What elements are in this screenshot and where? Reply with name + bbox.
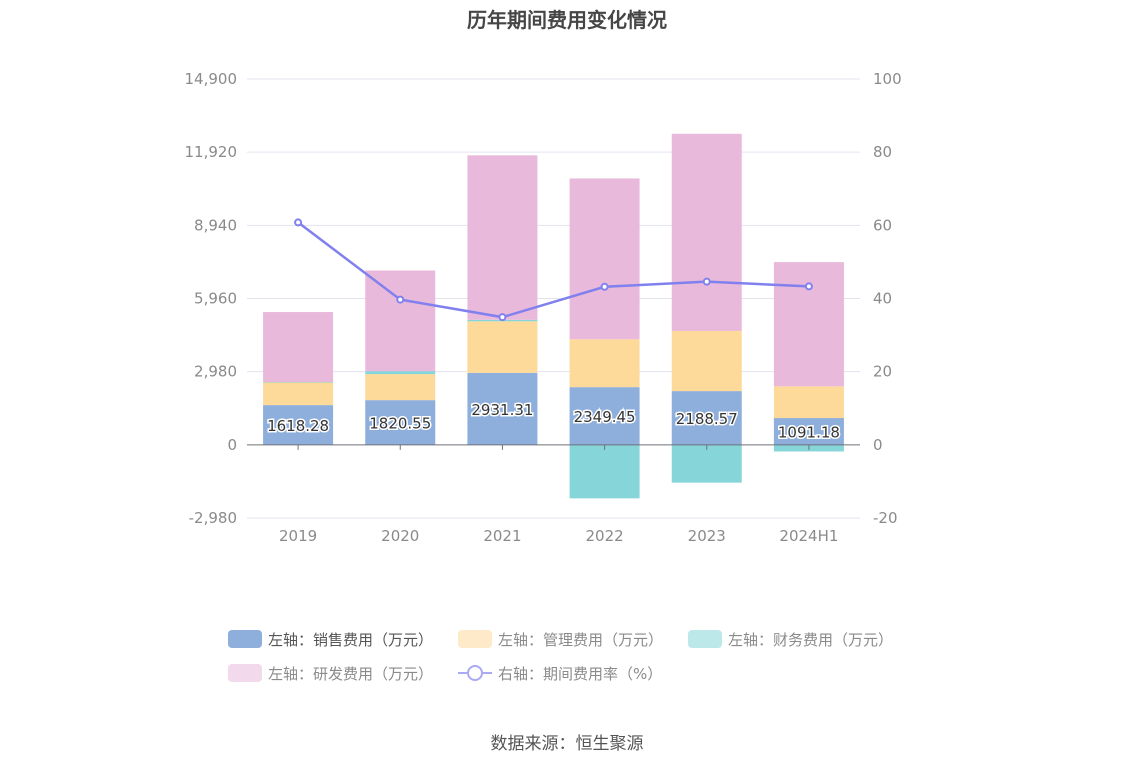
bar-data-label: 1091.18: [778, 423, 840, 441]
rate-point: [600, 282, 609, 291]
left-axis-tick-label: 2,980: [194, 363, 237, 381]
bar-finance: [569, 444, 640, 499]
right-axis-tick-label: -20: [873, 509, 898, 527]
legend-label: 左轴：研发费用（万元）: [268, 664, 434, 683]
x-axis-tick-label: 2021: [483, 527, 521, 545]
bar-sales: [467, 372, 538, 445]
bar-data-label: 1618.28: [267, 417, 329, 435]
bar-admin: [671, 330, 742, 392]
legend-swatch: [688, 630, 722, 648]
bar-sales: [263, 405, 334, 445]
source-note: 数据来源：恒生聚源: [490, 734, 644, 754]
legend-item-rate[interactable]: 右轴：期间费用率（%）: [458, 662, 662, 684]
bar-sales: [773, 418, 844, 445]
legend-line-marker: [458, 664, 492, 682]
left-axis-tick-label: -2,980: [189, 509, 237, 527]
right-axis-tick-label: 100: [873, 70, 902, 88]
left-axis-tick-label: 0: [227, 436, 237, 454]
bar-admin: [467, 321, 538, 373]
legend-label: 右轴：期间费用率（%）: [498, 664, 663, 683]
bar-sales: [671, 391, 742, 445]
bar-finance: [365, 371, 436, 375]
legend-item-admin[interactable]: 左轴：管理费用（万元）: [458, 628, 663, 650]
legend-swatch: [228, 630, 262, 648]
x-axis-tick-label: 2023: [688, 527, 726, 545]
x-axis-tick-label: 2024H1: [779, 527, 838, 545]
bar-data-label: 1820.55: [369, 414, 431, 432]
bar-admin: [569, 339, 640, 388]
x-axis-tick-label: 2019: [279, 527, 317, 545]
bar-admin: [263, 382, 334, 406]
bar-rnd: [569, 178, 640, 340]
x-axis-tick-label: 2020: [381, 527, 419, 545]
legend-item-sales[interactable]: 左轴：销售费用（万元）: [228, 628, 433, 650]
bar-rnd: [263, 312, 334, 383]
rate-point: [804, 282, 813, 291]
left-axis-tick-label: 5,960: [194, 290, 237, 308]
bar-admin: [365, 374, 436, 401]
left-axis-tick-label: 14,900: [185, 70, 238, 88]
bar-finance: [671, 444, 742, 483]
legend-label: 左轴：管理费用（万元）: [498, 630, 664, 649]
bar-admin: [773, 386, 844, 419]
right-axis-tick-label: 0: [873, 436, 883, 454]
right-axis-tick-label: 60: [873, 216, 892, 234]
x-axis-tick-label: 2022: [585, 527, 623, 545]
legend-item-rnd[interactable]: 左轴：研发费用（万元）: [228, 662, 433, 684]
rate-point: [396, 295, 405, 304]
rate-point: [702, 277, 711, 286]
bar-data-label: 2188.57: [676, 410, 738, 428]
right-axis-tick-label: 20: [873, 363, 892, 381]
bar-rnd: [773, 262, 844, 387]
legend-label: 左轴：财务费用（万元）: [728, 630, 894, 649]
bar-rnd: [365, 270, 436, 372]
legend-swatch: [458, 630, 492, 648]
legend-swatch: [228, 664, 262, 682]
left-axis-tick-label: 8,940: [194, 216, 237, 234]
legend-item-finance[interactable]: 左轴：财务费用（万元）: [688, 628, 893, 650]
legend-label: 左轴：销售费用（万元）: [268, 630, 434, 649]
bar-data-label: 2349.45: [574, 408, 636, 426]
bar-data-label: 2931.31: [471, 401, 533, 419]
rate-line: [297, 221, 809, 319]
right-axis-tick-label: 80: [873, 143, 892, 161]
bar-rnd: [671, 133, 742, 331]
rate-point: [498, 313, 507, 322]
bar-rnd: [467, 155, 538, 320]
bar-sales: [365, 400, 436, 445]
rate-point: [294, 218, 303, 227]
right-axis-tick-label: 40: [873, 290, 892, 308]
chart-title: 历年期间费用变化情况: [467, 8, 667, 32]
left-axis-tick-label: 11,920: [185, 143, 238, 161]
bar-sales: [569, 387, 640, 445]
